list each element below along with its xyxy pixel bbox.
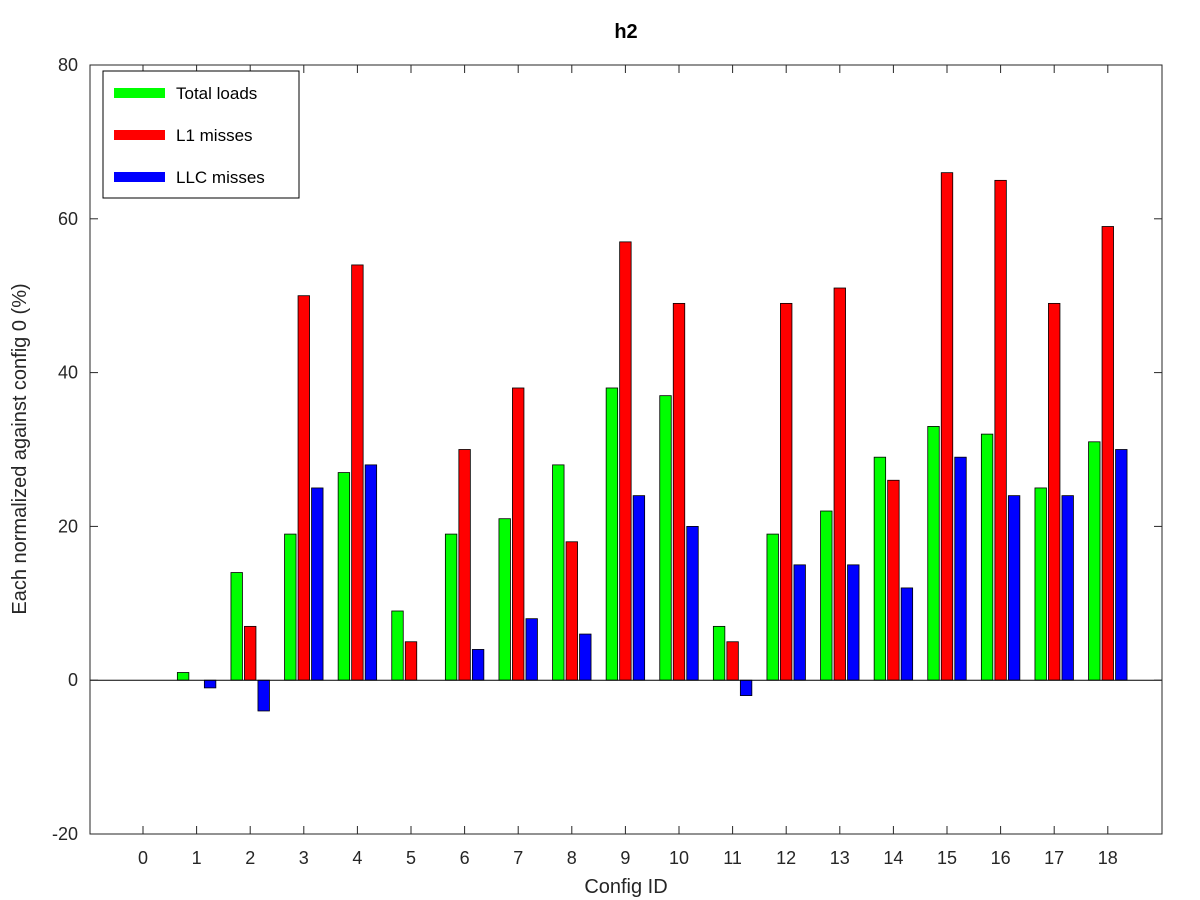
bar-total-loads-1 xyxy=(176,672,190,681)
x-axis: 0 1 2 3 4 5 6 7 8 9 10 11 12 13 14 15 16 17 18 xyxy=(138,65,1118,868)
bar-l1-misses-5 xyxy=(404,641,418,681)
bar-l1-misses-12 xyxy=(780,302,793,681)
bar-llc-misses-6 xyxy=(471,649,485,681)
x-tick-label: 12 xyxy=(776,848,796,868)
bar-l1-misses-14 xyxy=(887,479,900,681)
x-tick-label: 7 xyxy=(513,848,523,868)
bar-total-loads-11 xyxy=(712,625,726,681)
legend-swatch-l1-misses xyxy=(114,130,165,140)
x-tick-label: 9 xyxy=(620,848,630,868)
bar-total-loads-16 xyxy=(980,433,994,681)
bar-total-loads-10 xyxy=(659,395,672,681)
bar-l1-misses-3 xyxy=(297,295,310,681)
bar-l1-misses-6 xyxy=(458,449,471,681)
x-tick-label: 6 xyxy=(460,848,470,868)
bar-l1-misses-4 xyxy=(351,264,364,681)
bar-l1-misses-2 xyxy=(244,625,257,681)
y-tick-label: -20 xyxy=(52,824,78,844)
x-tick-label: 18 xyxy=(1098,848,1118,868)
x-axis-title: Config ID xyxy=(584,876,667,898)
x-tick-label: 13 xyxy=(830,848,850,868)
x-tick-label: 17 xyxy=(1044,848,1064,868)
bar-l1-misses-9 xyxy=(619,241,632,681)
legend: Total loads L1 misses LLC misses xyxy=(102,70,300,199)
y-tick-label: 80 xyxy=(58,55,78,75)
bar-total-loads-18 xyxy=(1088,441,1101,681)
x-tick-label: 4 xyxy=(352,848,362,868)
bar-llc-misses-18 xyxy=(1115,449,1128,681)
x-tick-label: 10 xyxy=(669,848,689,868)
x-tick-label: 14 xyxy=(883,848,903,868)
bar-l1-misses-17 xyxy=(1048,302,1061,681)
bar-total-loads-5 xyxy=(391,610,404,681)
bar-total-loads-4 xyxy=(337,472,351,681)
x-tick-label: 8 xyxy=(567,848,577,868)
bar-llc-misses-12 xyxy=(793,564,806,681)
bar-l1-misses-16 xyxy=(994,179,1007,681)
bar-total-loads-2 xyxy=(230,572,243,681)
bar-llc-misses-15 xyxy=(954,456,967,681)
bar-llc-misses-16 xyxy=(1007,495,1021,681)
x-tick-label: 2 xyxy=(245,848,255,868)
legend-label-llc-misses: LLC misses xyxy=(176,168,265,187)
bar-llc-misses-2 xyxy=(257,679,270,712)
bar-total-loads-17 xyxy=(1034,487,1047,681)
bar-llc-misses-7 xyxy=(525,618,538,681)
y-axis: -20 0 20 40 60 80 xyxy=(52,55,1162,844)
bar-l1-misses-15 xyxy=(940,172,954,681)
bar-l1-misses-7 xyxy=(512,387,525,681)
y-axis-title: Each normalized against config 0 (%) xyxy=(9,283,31,614)
bar-llc-misses-11 xyxy=(739,679,753,696)
bar-total-loads-12 xyxy=(766,533,779,681)
legend-swatch-total-loads xyxy=(114,88,165,98)
bar-llc-misses-3 xyxy=(311,487,324,681)
y-tick-label: 40 xyxy=(58,363,78,383)
bars-layer xyxy=(176,172,1128,712)
x-tick-label: 5 xyxy=(406,848,416,868)
y-tick-label: 20 xyxy=(58,516,78,536)
x-tick-label: 1 xyxy=(192,848,202,868)
bar-l1-misses-11 xyxy=(726,641,739,681)
bar-total-loads-3 xyxy=(284,533,297,681)
bar-llc-misses-8 xyxy=(579,633,592,681)
bar-total-loads-13 xyxy=(820,510,833,681)
bar-l1-misses-18 xyxy=(1101,226,1114,681)
bar-total-loads-15 xyxy=(927,426,940,681)
y-tick-label: 60 xyxy=(58,209,78,229)
x-tick-label: 3 xyxy=(299,848,309,868)
bar-llc-misses-4 xyxy=(364,464,378,681)
x-tick-label: 11 xyxy=(723,848,742,868)
bar-total-loads-8 xyxy=(552,464,565,681)
bar-llc-misses-13 xyxy=(847,564,860,681)
x-tick-label: 0 xyxy=(138,848,148,868)
bar-total-loads-14 xyxy=(873,456,887,681)
bar-total-loads-9 xyxy=(605,387,619,681)
x-tick-label: 15 xyxy=(937,848,957,868)
legend-swatch-llc-misses xyxy=(114,172,165,182)
bar-llc-misses-10 xyxy=(686,526,699,681)
plot-frame xyxy=(89,64,1163,835)
bar-llc-misses-1 xyxy=(203,679,217,689)
bar-l1-misses-8 xyxy=(565,541,578,681)
bar-llc-misses-17 xyxy=(1061,495,1074,681)
bar-total-loads-7 xyxy=(498,518,511,681)
y-tick-label: 0 xyxy=(68,670,78,690)
bar-llc-misses-14 xyxy=(900,587,914,681)
legend-label-l1-misses: L1 misses xyxy=(176,126,253,145)
legend-label-total-loads: Total loads xyxy=(176,84,257,103)
bar-l1-misses-13 xyxy=(833,287,846,681)
bar-llc-misses-9 xyxy=(632,495,646,681)
x-tick-label: 16 xyxy=(991,848,1011,868)
chart-title: h2 xyxy=(614,21,637,43)
bar-l1-misses-10 xyxy=(672,302,686,681)
bar-total-loads-6 xyxy=(444,533,458,681)
